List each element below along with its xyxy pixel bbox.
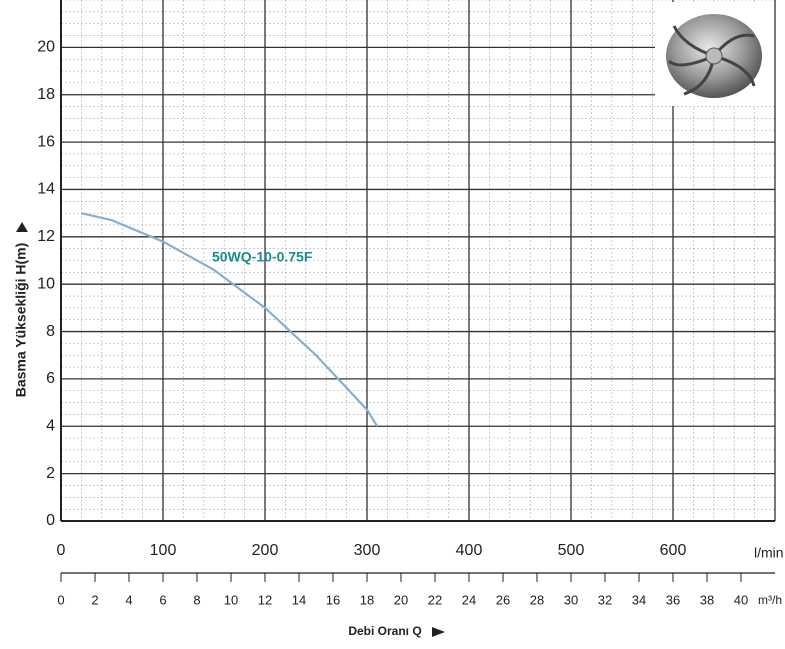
x2-tick-label: 14 [292,592,306,607]
y-tick-label: 14 [37,181,55,198]
x-tick-label: 500 [558,542,585,559]
x2-tick-label: 0 [57,592,64,607]
y-tick-label: 0 [46,512,55,529]
x-unit: l/min [754,545,784,561]
x2-tick-label: 32 [598,592,612,607]
y-axis-label: Basma Yüksekliği H(m) [13,243,29,398]
curve [81,212,379,427]
x-tick-label: 300 [354,542,381,559]
x2-tick-label: 20 [394,592,408,607]
x2-tick-label: 36 [666,592,680,607]
x-tick-label: 200 [252,542,279,559]
x2-tick-label: 30 [564,592,578,607]
x2-unit: m³/h [758,593,782,607]
x2-tick-label: 2 [91,592,98,607]
x-axis-label: Debi Oranı Q [348,624,421,638]
x2-tick-label: 10 [224,592,238,607]
x2-tick-label: 24 [462,592,476,607]
y-tick-label: 20 [37,39,55,56]
x2-tick-label: 18 [360,592,374,607]
y-label-arrow [16,222,28,232]
x2-tick-label: 38 [700,592,714,607]
x2-tick-label: 40 [734,592,748,607]
y-tick-label: 2 [46,465,55,482]
x-tick-label: 600 [660,542,687,559]
y-tick-label: 12 [37,228,55,245]
x2-tick-label: 12 [258,592,272,607]
x-label-arrow [432,627,445,637]
x-tick-label: 400 [456,542,483,559]
y-tick-label: 16 [37,133,55,150]
x2-tick-label: 28 [530,592,544,607]
x-tick-label: 0 [57,542,66,559]
x2-tick-label: 22 [428,592,442,607]
x2-tick-label: 34 [632,592,646,607]
y-tick-label: 18 [37,86,55,103]
x2-tick-label: 8 [193,592,200,607]
y-tick-label: 10 [37,275,55,292]
x2-tick-label: 6 [159,592,166,607]
y-tick-label: 8 [46,323,55,340]
impeller-image [655,2,775,106]
y-tick-label: 6 [46,370,55,387]
x2-tick-label: 26 [496,592,510,607]
y-tick-label: 4 [46,417,55,434]
x2-tick-label: 16 [326,592,340,607]
x-tick-label: 100 [150,542,177,559]
series-label: 50WQ-10-0.75F [212,249,313,265]
x2-tick-label: 4 [125,592,132,607]
